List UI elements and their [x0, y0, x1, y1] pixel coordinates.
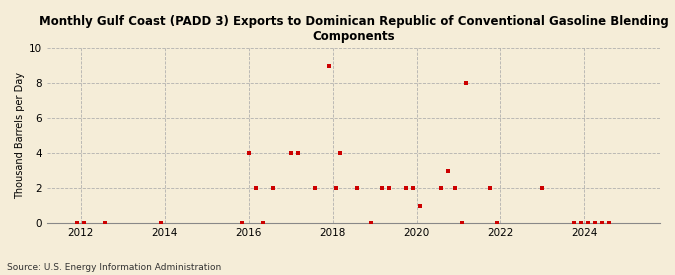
Point	[257, 221, 268, 225]
Point	[156, 221, 167, 225]
Y-axis label: Thousand Barrels per Day: Thousand Barrels per Day	[15, 72, 25, 199]
Point	[485, 186, 495, 190]
Point	[491, 221, 502, 225]
Title: Monthly Gulf Coast (PADD 3) Exports to Dominican Republic of Conventional Gasoli: Monthly Gulf Coast (PADD 3) Exports to D…	[38, 15, 668, 43]
Point	[250, 186, 261, 190]
Point	[460, 81, 471, 86]
Point	[576, 221, 587, 225]
Point	[383, 186, 394, 190]
Point	[331, 186, 342, 190]
Point	[376, 186, 387, 190]
Point	[79, 221, 90, 225]
Point	[366, 221, 377, 225]
Point	[236, 221, 247, 225]
Point	[537, 186, 548, 190]
Point	[243, 151, 254, 155]
Point	[408, 186, 418, 190]
Point	[456, 221, 467, 225]
Point	[292, 151, 303, 155]
Point	[286, 151, 296, 155]
Point	[324, 64, 335, 68]
Point	[268, 186, 279, 190]
Point	[401, 186, 412, 190]
Point	[589, 221, 600, 225]
Point	[443, 169, 454, 173]
Point	[334, 151, 345, 155]
Point	[310, 186, 321, 190]
Point	[100, 221, 111, 225]
Point	[450, 186, 460, 190]
Point	[603, 221, 614, 225]
Point	[72, 221, 82, 225]
Point	[597, 221, 608, 225]
Point	[583, 221, 593, 225]
Point	[435, 186, 446, 190]
Text: Source: U.S. Energy Information Administration: Source: U.S. Energy Information Administ…	[7, 263, 221, 272]
Point	[568, 221, 579, 225]
Point	[352, 186, 362, 190]
Point	[414, 204, 425, 208]
